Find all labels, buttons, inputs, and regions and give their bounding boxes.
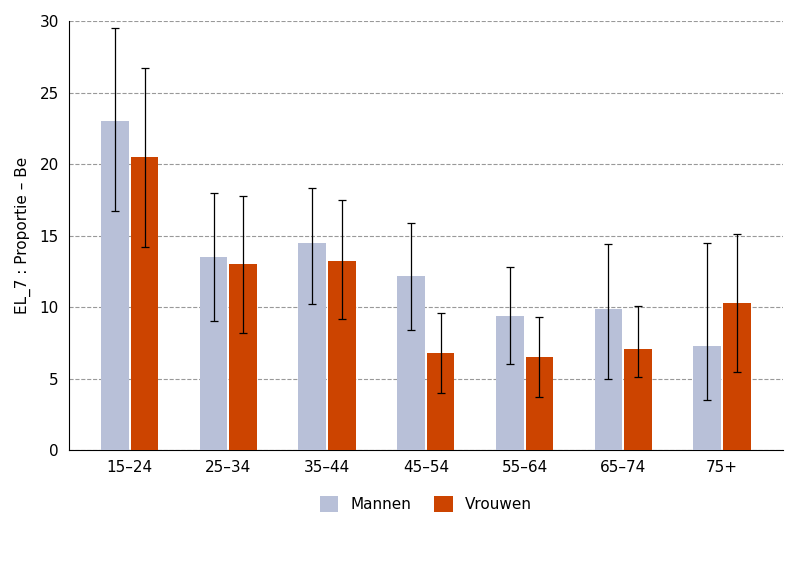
Y-axis label: EL_7 : Proportie – Be: EL_7 : Proportie – Be	[15, 157, 31, 314]
Bar	[723, 303, 751, 451]
Bar	[229, 264, 257, 451]
Bar	[526, 357, 553, 451]
Bar	[397, 276, 425, 451]
Bar	[328, 262, 356, 451]
Legend: Mannen, Vrouwen: Mannen, Vrouwen	[312, 489, 539, 520]
Bar	[200, 257, 227, 451]
Bar	[101, 121, 128, 451]
Bar	[595, 308, 622, 451]
Bar	[693, 346, 721, 451]
Bar	[427, 353, 454, 451]
Bar	[131, 157, 158, 451]
Bar	[624, 349, 652, 451]
Bar	[298, 243, 326, 451]
Bar	[496, 316, 523, 451]
